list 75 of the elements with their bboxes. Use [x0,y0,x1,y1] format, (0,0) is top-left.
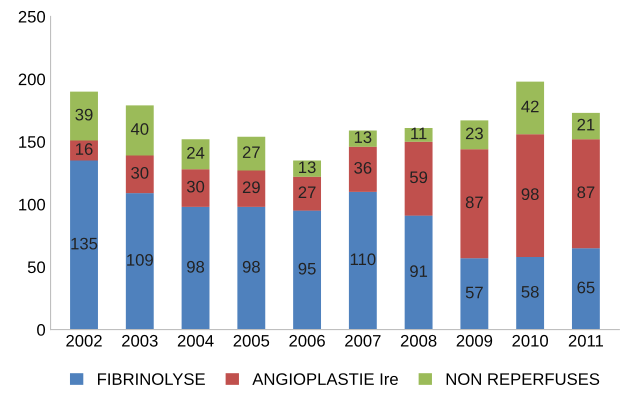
data-label: 98 [187,260,204,273]
x-tick-label: 2008 [400,334,436,347]
bar [460,120,488,150]
bar [572,139,600,248]
data-label: 110 [350,253,376,266]
bar [293,176,322,211]
legend-label: FIBRINOLYSE [98,373,205,386]
y-tick-label: 100 [19,198,46,211]
data-label: 91 [410,265,428,278]
data-label: 23 [466,128,483,140]
data-label: 27 [242,146,260,158]
y-tick-label: 150 [19,136,46,148]
bar [182,169,210,207]
data-label: 58 [522,286,539,298]
x-tick-label: 2003 [122,334,158,347]
data-label: 13 [354,131,372,144]
y-tick-label: 250 [18,10,46,23]
y-tick-label: 0 [37,324,46,336]
data-label: 30 [131,166,148,179]
data-label: 24 [187,146,204,159]
x-tick-label: 2007 [345,334,381,347]
bar [126,193,154,330]
bar [516,134,544,257]
data-label: 40 [130,123,148,135]
data-label: 16 [76,143,93,155]
legend-label: NON REPERFUSES [446,373,600,386]
data-label: 109 [127,254,153,266]
data-label: 30 [186,180,204,193]
bar [404,142,433,216]
bar [237,170,266,207]
bar [348,146,377,192]
y-tick-label: 50 [28,261,46,274]
bar [404,216,433,330]
data-label: 27 [298,186,316,198]
data-label: 29 [242,181,260,194]
data-label: 59 [410,171,428,184]
x-tick-label: 2009 [456,334,492,347]
bar [572,112,600,140]
bar [182,206,210,330]
data-label: 13 [299,161,316,174]
bar [516,256,544,330]
bar [126,156,154,194]
bar [237,136,266,171]
x-tick-label: 2005 [234,334,270,347]
data-label: 57 [466,286,483,298]
x-tick-label: 2010 [512,334,548,347]
data-label: 98 [242,260,260,273]
x-tick-label: 2004 [178,334,214,347]
bar [293,210,322,330]
bar [516,82,544,134]
data-label: 36 [354,162,372,174]
data-label: 11 [411,128,426,140]
x-tick-label: 2006 [289,334,325,347]
bar [126,105,154,156]
bar [348,192,377,330]
data-label: 42 [521,100,539,112]
data-label: 87 [466,196,483,208]
bar [460,149,488,258]
x-tick-label: 2011 [568,334,604,347]
bar [70,160,98,330]
bar [182,139,210,170]
data-label: 98 [522,188,539,200]
data-label: 39 [75,108,92,121]
legend-label: ANGIOPLASTIE Ire [252,373,398,386]
data-label: 21 [577,118,594,130]
data-label: 87 [577,186,594,198]
data-label: 95 [298,262,316,275]
data-label: 65 [577,282,594,294]
bar [572,248,600,330]
x-tick-label: 2002 [66,334,102,347]
y-tick-label: 200 [18,74,46,86]
data-label: 135 [71,238,98,250]
bar [70,92,98,140]
bar [460,258,488,330]
bar [237,206,266,330]
